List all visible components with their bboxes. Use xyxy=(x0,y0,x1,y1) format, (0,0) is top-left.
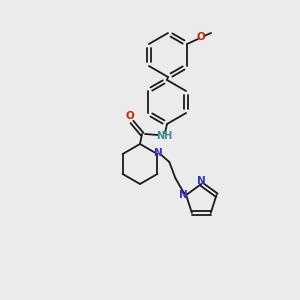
Text: O: O xyxy=(126,111,134,121)
Text: NH: NH xyxy=(156,131,172,141)
Text: O: O xyxy=(197,32,206,42)
Text: N: N xyxy=(154,148,163,158)
Text: N: N xyxy=(179,190,188,200)
Text: N: N xyxy=(197,176,206,186)
